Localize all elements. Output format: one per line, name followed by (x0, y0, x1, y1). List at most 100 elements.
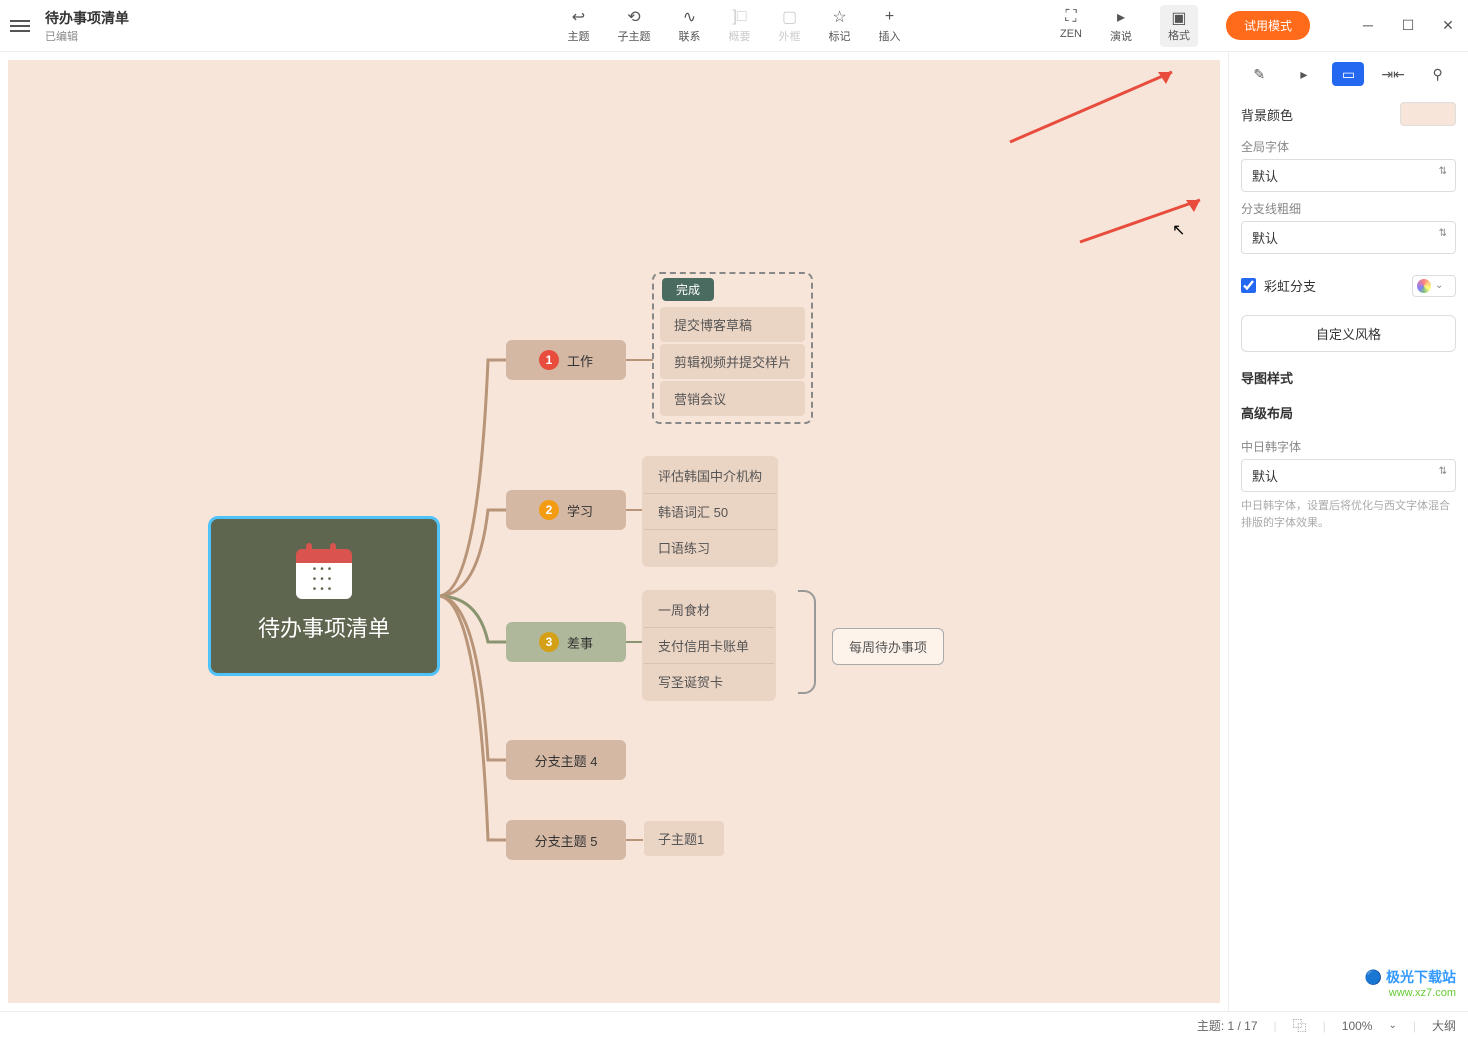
leaf-item[interactable]: 提交博客草稿 (660, 307, 805, 342)
leaf-item[interactable]: 评估韩国中介机构 (644, 458, 776, 494)
tool-演说[interactable]: ▸演说 (1110, 8, 1132, 44)
zoom-level[interactable]: 100% (1342, 1019, 1373, 1033)
hamburger-menu-icon[interactable] (10, 20, 30, 32)
summary-bracket (798, 590, 816, 694)
tool-ZEN[interactable]: ⛶ZEN (1060, 8, 1082, 44)
rainbow-dot-icon (1417, 279, 1431, 293)
tab-map-icon[interactable]: ▭ (1332, 62, 1364, 86)
tool-主题[interactable]: ↩主题 (568, 8, 590, 44)
format-button[interactable]: ▣ 格式 (1160, 5, 1198, 47)
trial-mode-button[interactable]: 试用模式 (1226, 11, 1310, 40)
cjk-select[interactable]: 默认 (1241, 459, 1456, 492)
tool-外框: ▢外框 (779, 8, 801, 44)
leaf-item[interactable]: 营销会议 (660, 381, 805, 416)
branch-label: 差事 (567, 633, 593, 652)
layout-section-title: 导图样式 (1241, 368, 1456, 387)
leaf-item[interactable]: 子主题1 (644, 821, 724, 856)
rainbow-row: 彩虹分支 ⌄ (1241, 268, 1456, 303)
tool-联系[interactable]: ∿联系 (679, 8, 701, 44)
line-select[interactable]: 默认 (1241, 221, 1456, 254)
branch-node-2[interactable]: 3差事 (506, 622, 626, 662)
calendar-icon (296, 549, 352, 599)
leaf-item[interactable]: 剪辑视频并提交样片 (660, 344, 805, 379)
leaf-item[interactable]: 支付信用卡账单 (644, 628, 774, 664)
tool-icon: ⛶ (1062, 8, 1080, 26)
tool-icon: ☆ (831, 8, 849, 26)
format-icon: ▣ (1170, 9, 1188, 27)
tool-插入[interactable]: +插入 (879, 8, 901, 44)
rainbow-checkbox[interactable] (1241, 278, 1256, 293)
document-title: 待办事项清单 (45, 8, 129, 28)
bg-color-row: 背景颜色 (1241, 102, 1456, 126)
leaf-group-4[interactable]: 子主题1 (642, 819, 726, 858)
center-toolbar: ↩主题 ⟲子主题 ∿联系 ]□概要 ▢外框 ☆标记 +插入 (568, 8, 901, 44)
panel-tabs: ✎ ▸ ▭ ⇥⇤ ⚲ (1241, 62, 1456, 86)
tool-icon: ▸ (1112, 8, 1130, 26)
root-title: 待办事项清单 (258, 611, 390, 643)
branch-node-0[interactable]: 1 工作 (506, 340, 626, 380)
document-status: 已编辑 (45, 28, 129, 44)
watermark-url: www.xz7.com (1365, 987, 1456, 999)
tool-icon: + (881, 8, 899, 26)
line-label: 分支线粗细 (1241, 200, 1456, 217)
tab-style-icon[interactable]: ✎ (1243, 62, 1275, 86)
branch-label: 分支主题 4 (535, 751, 598, 770)
format-label: 格式 (1168, 27, 1190, 43)
rainbow-picker[interactable]: ⌄ (1412, 275, 1456, 297)
cjk-label: 中日韩字体 (1241, 438, 1456, 455)
tab-lock-icon[interactable]: ⚲ (1422, 62, 1454, 86)
advanced-section-title: 高级布局 (1241, 403, 1456, 422)
custom-style-button[interactable]: 自定义风格 (1241, 315, 1456, 352)
leaf-group-2[interactable]: 一周食材支付信用卡账单写圣诞贺卡 (642, 590, 776, 701)
minimize-button[interactable]: ─ (1358, 17, 1378, 34)
tool-子主题[interactable]: ⟲子主题 (618, 8, 651, 44)
bg-color-label: 背景颜色 (1241, 105, 1293, 124)
rainbow-label: 彩虹分支 (1264, 276, 1316, 295)
main-area: 待办事项清单 1 工作 完成提交博客草稿剪辑视频并提交样片营销会议 2 学习 评估韩国中介… (0, 52, 1468, 1011)
status-bar: 主题: 1 / 17 | ⿻ | 100% ⌄ | 大纲 (0, 1011, 1468, 1039)
tool-icon: ]□ (731, 8, 749, 26)
leaf-group-0[interactable]: 完成提交博客草稿剪辑视频并提交样片营销会议 (652, 272, 813, 424)
maximize-button[interactable]: ☐ (1398, 17, 1418, 34)
summary-callout[interactable]: 每周待办事项 (832, 628, 944, 665)
branch-number-icon: 2 (539, 500, 559, 520)
watermark: 🔵 极光下载站 www.xz7.com (1365, 967, 1456, 999)
document-title-area: 待办事项清单 已编辑 (45, 8, 129, 44)
tool-icon: ∿ (681, 8, 699, 26)
branch-label: 学习 (567, 501, 593, 520)
tab-collapse-icon[interactable]: ⇥⇤ (1377, 62, 1409, 86)
leaf-group-1[interactable]: 评估韩国中介机构韩语词汇 50口语练习 (642, 456, 778, 567)
format-panel: ✎ ▸ ▭ ⇥⇤ ⚲ 背景颜色 全局字体 默认 分支线粗细 默认 彩虹分支 ⌄ … (1228, 52, 1468, 1011)
branch-label: 分支主题 5 (535, 831, 598, 850)
rainbow-check[interactable]: 彩虹分支 (1241, 276, 1316, 295)
close-button[interactable]: ✕ (1438, 17, 1458, 34)
leaf-item[interactable]: 写圣诞贺卡 (644, 664, 774, 699)
window-controls: ─ ☐ ✕ (1358, 17, 1458, 34)
branch-number-icon: 1 (539, 350, 559, 370)
tool-icon: ↩ (570, 8, 588, 26)
tool-概要: ]□概要 (729, 8, 751, 44)
branch-node-1[interactable]: 2 学习 (506, 490, 626, 530)
completion-tag: 完成 (662, 278, 714, 301)
branch-node-3[interactable]: 分支主题 4 (506, 740, 626, 780)
root-node[interactable]: 待办事项清单 (208, 516, 440, 676)
tool-icon: ▢ (781, 8, 799, 26)
outline-button[interactable]: 大纲 (1432, 1017, 1456, 1034)
bg-color-swatch[interactable] (1400, 102, 1456, 126)
map-icon[interactable]: ⿻ (1293, 1016, 1307, 1036)
font-label: 全局字体 (1241, 138, 1456, 155)
tool-icon: ⟲ (625, 8, 643, 26)
mindmap-canvas[interactable]: 待办事项清单 1 工作 完成提交博客草稿剪辑视频并提交样片营销会议 2 学习 评估韩国中介… (8, 60, 1220, 1003)
tab-play-icon[interactable]: ▸ (1288, 62, 1320, 86)
branch-label: 工作 (567, 351, 593, 370)
connector-lines (8, 60, 1220, 1003)
topic-count: 主题: 1 / 17 (1197, 1017, 1258, 1034)
tool-标记[interactable]: ☆标记 (829, 8, 851, 44)
branch-node-4[interactable]: 分支主题 5 (506, 820, 626, 860)
top-toolbar: 待办事项清单 已编辑 ↩主题 ⟲子主题 ∿联系 ]□概要 ▢外框 ☆标记 +插入 ⛶ZEN ▸… (0, 0, 1468, 52)
leaf-item[interactable]: 口语练习 (644, 530, 776, 565)
leaf-item[interactable]: 一周食材 (644, 592, 774, 628)
watermark-title: 🔵 极光下载站 (1365, 967, 1456, 987)
leaf-item[interactable]: 韩语词汇 50 (644, 494, 776, 530)
font-select[interactable]: 默认 (1241, 159, 1456, 192)
